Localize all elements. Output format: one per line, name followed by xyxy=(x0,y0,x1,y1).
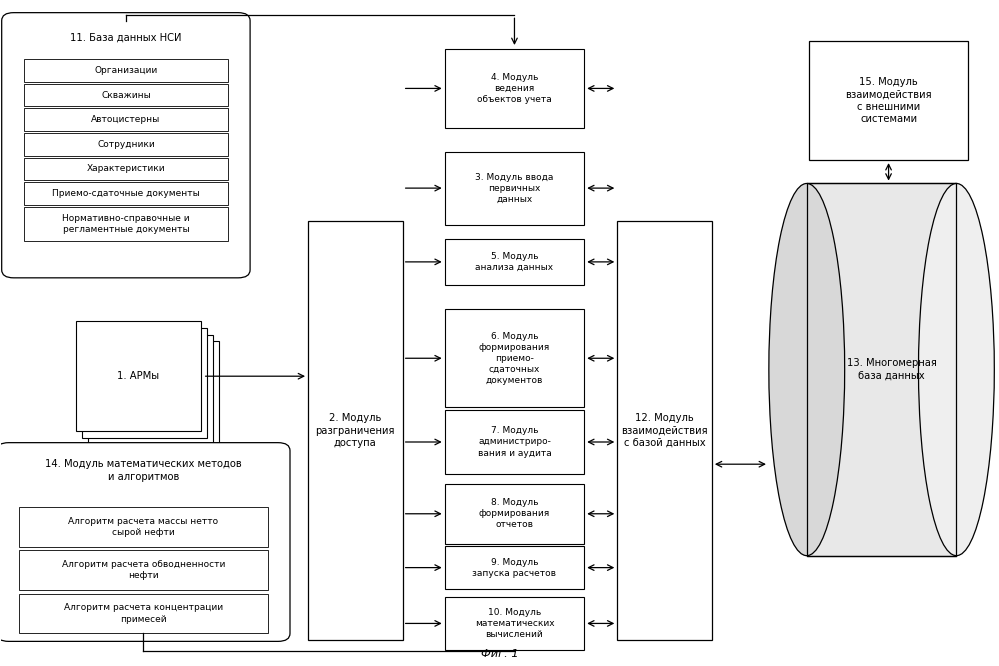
Text: 11. База данных НСИ: 11. База данных НСИ xyxy=(70,32,182,42)
Text: Характеристики: Характеристики xyxy=(87,165,165,173)
Bar xyxy=(445,238,584,285)
Ellipse shape xyxy=(769,183,845,555)
Text: Фиг. 1: Фиг. 1 xyxy=(481,649,518,659)
Bar xyxy=(24,182,228,204)
Bar xyxy=(445,152,584,224)
Text: Алгоритм расчета массы нетто
сырой нефти: Алгоритм расчета массы нетто сырой нефти xyxy=(68,517,219,537)
Text: Алгоритм расчета обводненности
нефти: Алгоритм расчета обводненности нефти xyxy=(62,560,225,580)
Text: 7. Модуль
администриро-
вания и аудита: 7. Модуль администриро- вания и аудита xyxy=(478,426,551,458)
Text: 13. Многомерная
база данных: 13. Многомерная база данных xyxy=(846,358,936,381)
Text: Нормативно-справочные и
регламентные документы: Нормативно-справочные и регламентные док… xyxy=(62,214,190,234)
FancyBboxPatch shape xyxy=(0,443,290,641)
Bar xyxy=(445,309,584,408)
Bar xyxy=(76,322,201,431)
Bar xyxy=(807,183,956,555)
Text: 4. Модуль
ведения
объектов учета: 4. Модуль ведения объектов учета xyxy=(478,73,551,104)
Bar xyxy=(24,59,228,82)
Bar xyxy=(308,221,403,640)
Text: Автоцистерны: Автоцистерны xyxy=(91,115,161,124)
Bar xyxy=(445,597,584,650)
Bar xyxy=(24,84,228,107)
Text: 2. Модуль
разграничения
доступа: 2. Модуль разграничения доступа xyxy=(316,414,395,448)
Bar xyxy=(445,484,584,543)
Text: 5. Модуль
анализа данных: 5. Модуль анализа данных xyxy=(476,252,553,272)
Bar xyxy=(94,341,219,451)
Bar xyxy=(19,593,268,633)
Text: 8. Модуль
формирования
отчетов: 8. Модуль формирования отчетов xyxy=(479,498,550,529)
Text: Приемо-сдаточные документы: Приемо-сдаточные документы xyxy=(52,189,200,198)
Bar xyxy=(809,41,968,161)
FancyBboxPatch shape xyxy=(2,13,250,278)
Bar xyxy=(24,206,228,241)
Text: 14. Модуль математических методов
и алгоритмов: 14. Модуль математических методов и алго… xyxy=(45,460,242,482)
Bar xyxy=(445,546,584,589)
Text: 15. Модуль
взаимодействия
с внешними
системами: 15. Модуль взаимодействия с внешними сис… xyxy=(845,77,932,124)
Bar xyxy=(19,507,268,547)
Text: Сотрудники: Сотрудники xyxy=(97,140,155,149)
Bar xyxy=(445,49,584,129)
Bar xyxy=(88,334,213,444)
Text: 12. Модуль
взаимодействия
с базой данных: 12. Модуль взаимодействия с базой данных xyxy=(621,414,708,448)
Bar xyxy=(82,328,207,438)
Text: 6. Модуль
формирования
приемо-
сдаточных
документов: 6. Модуль формирования приемо- сдаточных… xyxy=(479,332,550,385)
Bar xyxy=(617,221,712,640)
Ellipse shape xyxy=(918,183,994,555)
Text: 3. Модуль ввода
первичных
данных: 3. Модуль ввода первичных данных xyxy=(476,172,553,204)
Text: 10. Модуль
математических
вычислений: 10. Модуль математических вычислений xyxy=(475,608,554,639)
Text: Алгоритм расчета концентрации
примесей: Алгоритм расчета концентрации примесей xyxy=(64,603,223,623)
Bar xyxy=(24,133,228,156)
Bar xyxy=(445,410,584,474)
Bar xyxy=(24,158,228,180)
Bar xyxy=(807,183,956,555)
Bar xyxy=(24,109,228,131)
Text: Скважины: Скважины xyxy=(101,91,151,100)
Text: 9. Модуль
запуска расчетов: 9. Модуль запуска расчетов xyxy=(473,557,556,577)
Text: Организации: Организации xyxy=(94,66,158,75)
Text: 1. АРМы: 1. АРМы xyxy=(117,371,160,381)
Bar xyxy=(19,550,268,590)
